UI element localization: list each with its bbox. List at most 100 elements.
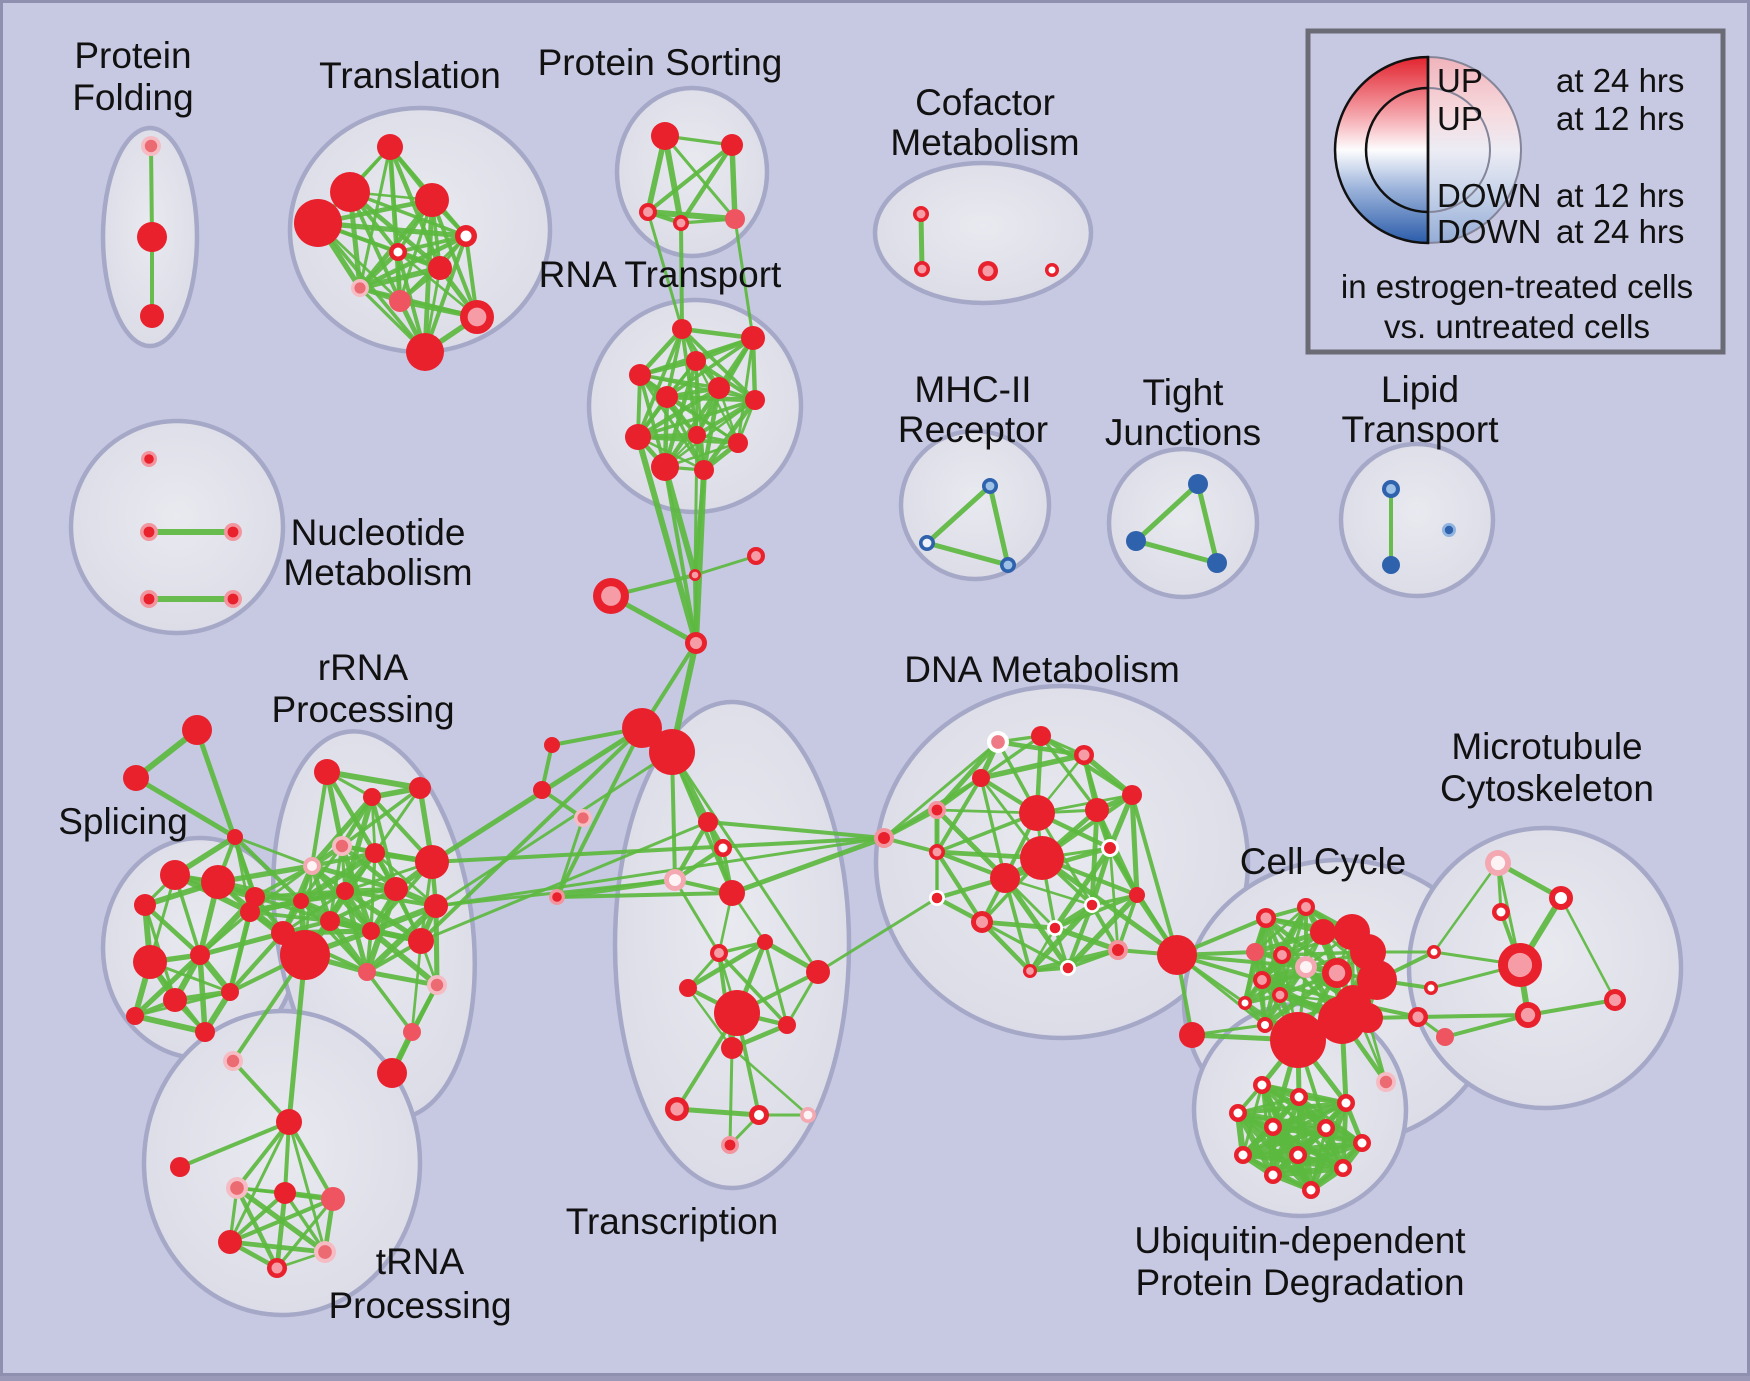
- node-nu5: [224, 590, 242, 608]
- node-dm9: [1020, 836, 1064, 880]
- node-ps1: [651, 122, 679, 150]
- node-tr14: [665, 1097, 689, 1121]
- node-mt8: [1515, 1002, 1541, 1028]
- legend-time-1: at 12 hrs: [1556, 100, 1684, 137]
- node-cc17: [1270, 1012, 1326, 1068]
- node-tl5: [455, 225, 477, 247]
- node-rt9: [625, 424, 651, 450]
- label-dna_metabolism-line0: DNA Metabolism: [904, 649, 1180, 690]
- node-pf1: [141, 136, 161, 156]
- node-ch4: [685, 632, 707, 654]
- node-cc13: [1238, 996, 1252, 1010]
- node-tr16: [800, 1107, 816, 1123]
- node-ps3: [639, 203, 657, 221]
- legend-direction-3: DOWN: [1437, 213, 1541, 250]
- node-ps2: [721, 134, 743, 156]
- node-dm7: [1122, 785, 1142, 805]
- node-tr8: [757, 934, 773, 950]
- legend: UP at 24 hrs UP at 12 hrs DOWN at 12 hrs DOWN a…: [1308, 31, 1723, 352]
- node-cc19: [1376, 1072, 1396, 1092]
- cluster-ellipse-protein_sorting: [617, 88, 767, 256]
- label-nucleotide_metabolism-line0: Nucleotide: [291, 512, 466, 553]
- node-tl11: [406, 333, 444, 371]
- node-cf4: [1045, 263, 1059, 277]
- node-sp8: [221, 983, 239, 1001]
- node-mt7: [1408, 1007, 1428, 1027]
- node-dm2: [1031, 726, 1051, 746]
- node-rr13: [293, 893, 309, 909]
- node-sp4: [240, 902, 260, 922]
- node-tj2: [1126, 531, 1146, 551]
- node-mh3: [1000, 557, 1016, 573]
- label-microtubule_cytoskeleton-line0: Microtubule: [1451, 726, 1642, 767]
- label-tight_junctions-line0: Tight: [1143, 372, 1225, 413]
- node-rr6: [365, 843, 385, 863]
- label-rrna_processing-line1: Processing: [271, 689, 454, 730]
- node-lp1: [1382, 480, 1400, 498]
- node-tr9: [679, 979, 697, 997]
- node-tr11: [806, 960, 830, 984]
- node-tl4: [294, 199, 342, 247]
- node-ch2: [689, 569, 701, 581]
- node-rr16: [427, 975, 447, 995]
- label-cell_cycle-line0: Cell Cycle: [1240, 841, 1407, 882]
- edge-rt8-ch2: [695, 435, 697, 575]
- node-mt2: [1549, 886, 1573, 910]
- node-tr3: [664, 869, 686, 891]
- node-ub4: [1229, 1104, 1247, 1122]
- node-ch5: [544, 737, 560, 753]
- node-spt3: [227, 829, 243, 845]
- node-tr7: [710, 944, 728, 962]
- node-tl8: [351, 279, 369, 297]
- network-figure: Protein Folding Translation Protein Sorting…: [0, 0, 1750, 1376]
- node-tr2: [714, 839, 732, 857]
- node-sp7: [163, 988, 187, 1012]
- legend-time-2: at 12 hrs: [1556, 177, 1684, 214]
- cluster-ellipse-cofactor_metabolism: [875, 163, 1091, 303]
- node-tr1: [698, 812, 718, 832]
- node-tr10: [714, 990, 760, 1036]
- node-tr6: [574, 809, 592, 827]
- edge-tr13-tr17: [730, 1048, 732, 1145]
- node-dm4: [972, 769, 990, 787]
- legend-time-3: at 24 hrs: [1556, 213, 1684, 250]
- label-protein_folding-line1: Folding: [72, 77, 193, 118]
- network-canvas: ProteinFoldingTranslation Protein Sorting…: [0, 0, 1750, 1376]
- node-rr14: [408, 928, 434, 954]
- node-mt6: [1424, 981, 1438, 995]
- node-rt7: [745, 390, 765, 410]
- node-nu2: [140, 523, 158, 541]
- label-ubiquitin_degradation-line0: Ubiquitin-dependent: [1134, 1220, 1466, 1261]
- label-mhc_ii_receptor-line1: Receptor: [898, 409, 1048, 450]
- node-sp5: [133, 945, 167, 979]
- label-trna_processing-line1: Processing: [328, 1285, 511, 1326]
- node-ccb: [1157, 935, 1197, 975]
- label-lipid_transport-line0: Lipid: [1381, 369, 1459, 410]
- node-rt5: [708, 377, 730, 399]
- node-ub12: [1302, 1181, 1320, 1199]
- label-cofactor_metabolism-line0: Cofactor: [915, 82, 1055, 123]
- label-mhc_ii_receptor-line0: MHC-II: [914, 369, 1031, 410]
- label-tight_junctions-line1: Junctions: [1105, 412, 1261, 453]
- node-rr15: [358, 963, 376, 981]
- node-tn_iso: [170, 1157, 190, 1177]
- node-rr10: [424, 894, 448, 918]
- node-mt10: [1436, 1028, 1454, 1046]
- node-cf1: [913, 206, 929, 222]
- node-mt3: [1492, 903, 1510, 921]
- label-cofactor_metabolism-line1: Metabolism: [890, 122, 1079, 163]
- label-splicing-line0: Splicing: [58, 801, 188, 842]
- node-dm1: [987, 731, 1009, 753]
- node-rr9: [384, 877, 408, 901]
- node-rr5: [303, 857, 321, 875]
- node-mt9: [1604, 989, 1626, 1011]
- node-tl3: [415, 183, 449, 217]
- node-dm20: [1023, 964, 1037, 978]
- node-spt2: [123, 765, 149, 791]
- node-ub8: [1234, 1146, 1252, 1164]
- cluster-ellipse-lipid_transport: [1341, 444, 1493, 596]
- node-ch1: [747, 547, 765, 565]
- node-rr3: [409, 777, 431, 799]
- node-tr15: [749, 1105, 769, 1125]
- legend-direction-0: UP: [1437, 62, 1483, 99]
